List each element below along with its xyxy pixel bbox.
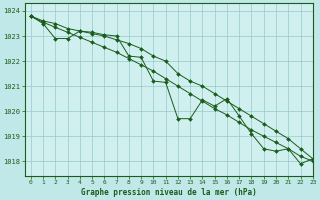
X-axis label: Graphe pression niveau de la mer (hPa): Graphe pression niveau de la mer (hPa) <box>81 188 257 197</box>
